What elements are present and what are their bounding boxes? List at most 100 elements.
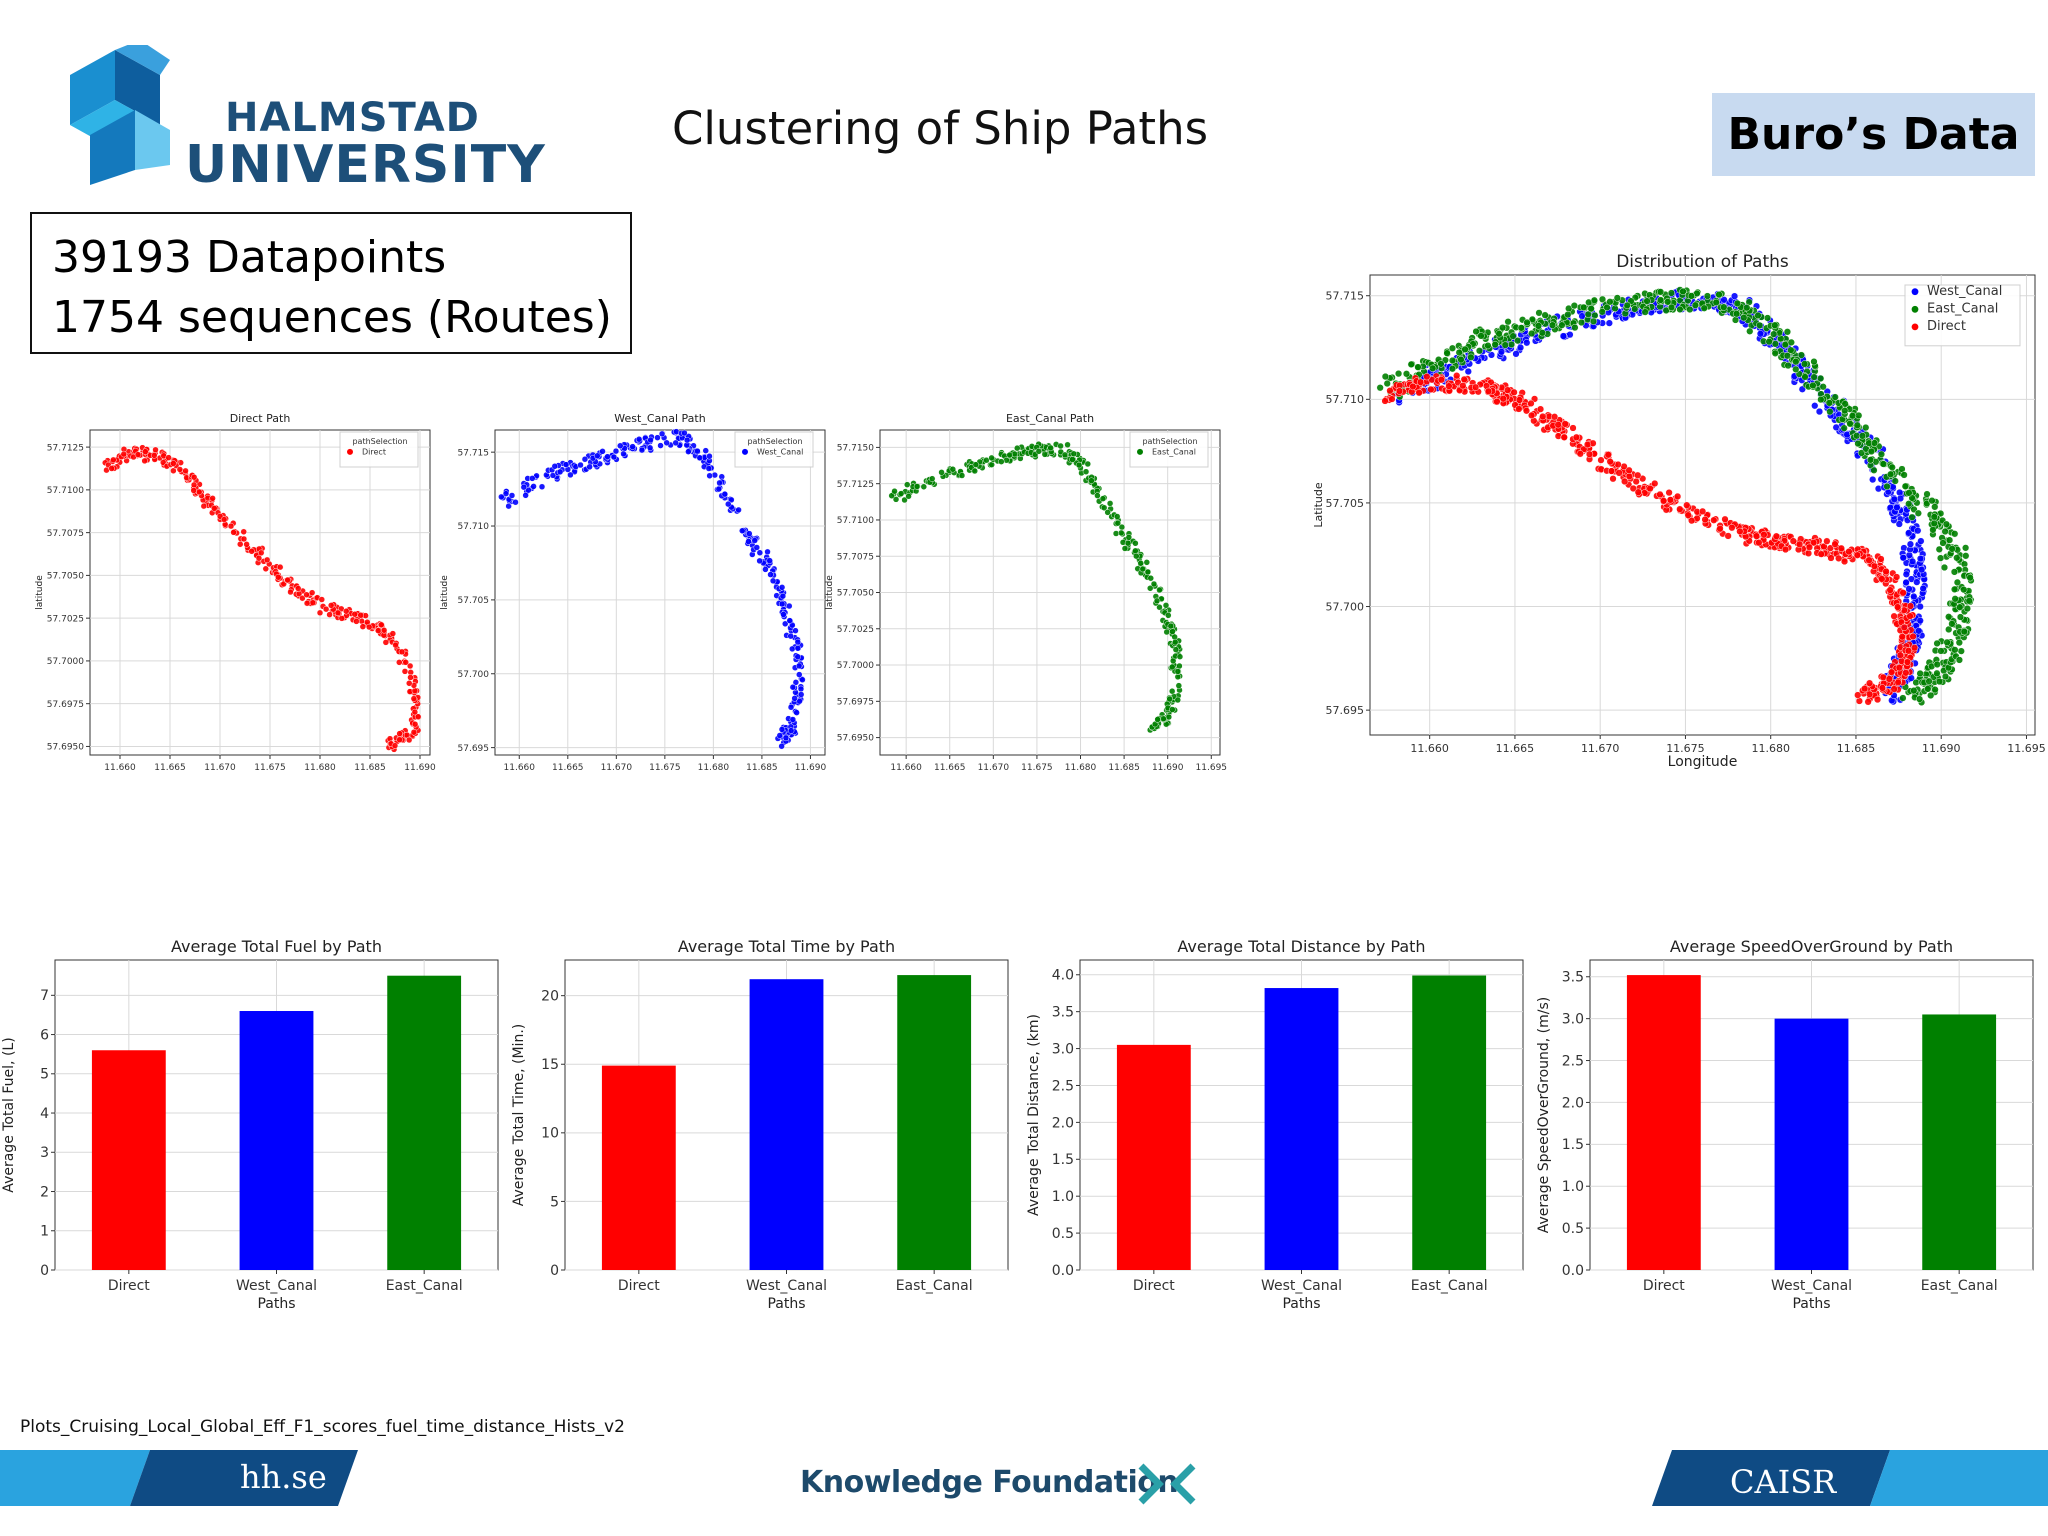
y-tick-label: 57.695: [1326, 704, 1365, 717]
data-point-east-canal: [1965, 597, 1973, 605]
data-point-direct: [1772, 532, 1781, 540]
data-point-west-canal: [1464, 367, 1472, 376]
data-point-west-canal: [746, 530, 753, 537]
data-point-west-canal: [1917, 537, 1925, 545]
data-point-direct: [396, 730, 403, 737]
x-tick-label: 11.665: [552, 763, 584, 773]
sequences-count: 1754 sequences (Routes): [52, 292, 612, 343]
legend-label: West_Canal: [1927, 284, 2002, 299]
data-point-east-canal: [1147, 574, 1155, 582]
data-point-west-canal: [716, 479, 723, 487]
data-point-direct: [1721, 515, 1729, 523]
data-point-west-canal: [556, 468, 564, 476]
data-point-direct: [1724, 532, 1732, 540]
data-point-west-canal: [764, 548, 771, 556]
data-point-east-canal: [903, 481, 911, 488]
hh-se-link[interactable]: hh.se: [240, 1458, 327, 1496]
y-tick-label: 1.0: [1562, 1179, 1584, 1195]
data-point-west-canal: [696, 454, 704, 462]
data-point-east-canal: [1810, 373, 1818, 381]
data-point-east-canal: [1950, 568, 1959, 576]
y-tick-label: 4: [40, 1106, 49, 1122]
data-point-direct: [120, 450, 128, 458]
data-point-direct: [1885, 675, 1893, 683]
data-point-east-canal: [1125, 534, 1133, 541]
x-axis-label: Longitude: [1668, 754, 1738, 770]
data-point-east-canal: [1930, 513, 1938, 521]
bar-west-canal: [749, 979, 824, 1270]
data-point-direct: [353, 618, 360, 625]
data-point-direct: [1809, 538, 1818, 547]
y-tick-label: 6: [40, 1027, 49, 1043]
data-point-west-canal: [638, 446, 646, 454]
data-point-east-canal: [1146, 585, 1154, 592]
data-point-east-canal: [1174, 673, 1182, 681]
y-tick-label: 57.7025: [47, 614, 84, 624]
data-point-direct: [1736, 527, 1744, 536]
y-tick-label: 57.7050: [837, 589, 874, 599]
east-canal-path-chart: 57.6950 57.6975 57.7000 57.7025 57.7050 57.70…: [825, 412, 1227, 773]
data-point-direct: [1755, 539, 1763, 547]
data-point-direct: [1484, 387, 1493, 395]
y-axis-label: latitude: [825, 575, 835, 610]
data-point-direct: [1536, 405, 1545, 413]
data-point-direct: [236, 540, 244, 548]
data-point-direct: [406, 662, 414, 670]
data-point-east-canal: [1870, 466, 1878, 474]
legend-marker: [1911, 288, 1919, 296]
data-point-direct: [1873, 695, 1882, 704]
y-axis-label: Average Total Fuel, (L): [1, 1037, 17, 1192]
data-point-west-canal: [751, 537, 759, 544]
data-point-direct: [1656, 490, 1664, 499]
data-point-west-canal: [1905, 529, 1913, 537]
data-point-west-canal: [1915, 627, 1923, 635]
data-point-west-canal: [594, 452, 601, 460]
data-point-west-canal: [498, 493, 505, 501]
x-tick-label: 11.680: [698, 763, 730, 773]
x-tick-label: 11.690: [795, 763, 827, 773]
data-point-east-canal: [1787, 346, 1795, 354]
y-tick-label: 4.0: [1052, 968, 1074, 984]
y-tick-label: 57.705: [458, 596, 490, 606]
y-tick-label: 57.7075: [47, 529, 84, 539]
data-point-west-canal: [604, 453, 611, 460]
data-point-east-canal: [1756, 321, 1764, 330]
legend-box: [339, 431, 419, 468]
data-point-east-canal: [1933, 669, 1941, 677]
data-point-east-canal: [1923, 490, 1931, 498]
data-point-west-canal: [1908, 557, 1917, 566]
legend-label: East_Canal: [1927, 302, 1998, 317]
data-point-east-canal: [1951, 646, 1959, 654]
data-point-direct: [152, 446, 159, 454]
data-point-direct: [414, 713, 422, 720]
data-point-direct: [1527, 411, 1536, 420]
data-point-east-canal: [1491, 341, 1499, 349]
legend-label: Direct: [362, 448, 386, 457]
data-point-direct: [190, 481, 198, 489]
data-point-east-canal: [1960, 628, 1968, 636]
data-point-east-canal: [1006, 451, 1013, 459]
data-point-east-canal: [1143, 559, 1151, 566]
data-point-direct: [108, 465, 115, 472]
x-tick-label: Direct: [1643, 1278, 1685, 1294]
data-point-west-canal: [786, 602, 793, 610]
data-point-west-canal: [538, 483, 546, 491]
x-tick-label: West_Canal: [236, 1278, 317, 1294]
data-point-east-canal: [1507, 340, 1516, 349]
data-point-direct: [309, 599, 317, 606]
data-point-west-canal: [1917, 565, 1926, 574]
avg-distance-bar-chart: 0.0 0.5 1.0 1.5 2.0 2.5 3.0 3.5 4.0 Average Total…: [1026, 937, 1524, 1312]
data-point-east-canal: [1912, 678, 1920, 687]
data-point-west-canal: [797, 685, 805, 693]
data-point-east-canal: [1770, 330, 1778, 338]
data-point-east-canal: [1957, 647, 1965, 655]
y-tick-label: 1.0: [1052, 1189, 1074, 1205]
data-point-east-canal: [1855, 411, 1863, 420]
data-point-west-canal: [1899, 554, 1907, 562]
data-point-direct: [1823, 537, 1831, 545]
data-point-east-canal: [1169, 628, 1176, 635]
data-point-east-canal: [1703, 292, 1712, 300]
data-point-west-canal: [787, 632, 794, 640]
data-point-east-canal: [1937, 647, 1945, 655]
data-point-east-canal: [1841, 406, 1849, 415]
